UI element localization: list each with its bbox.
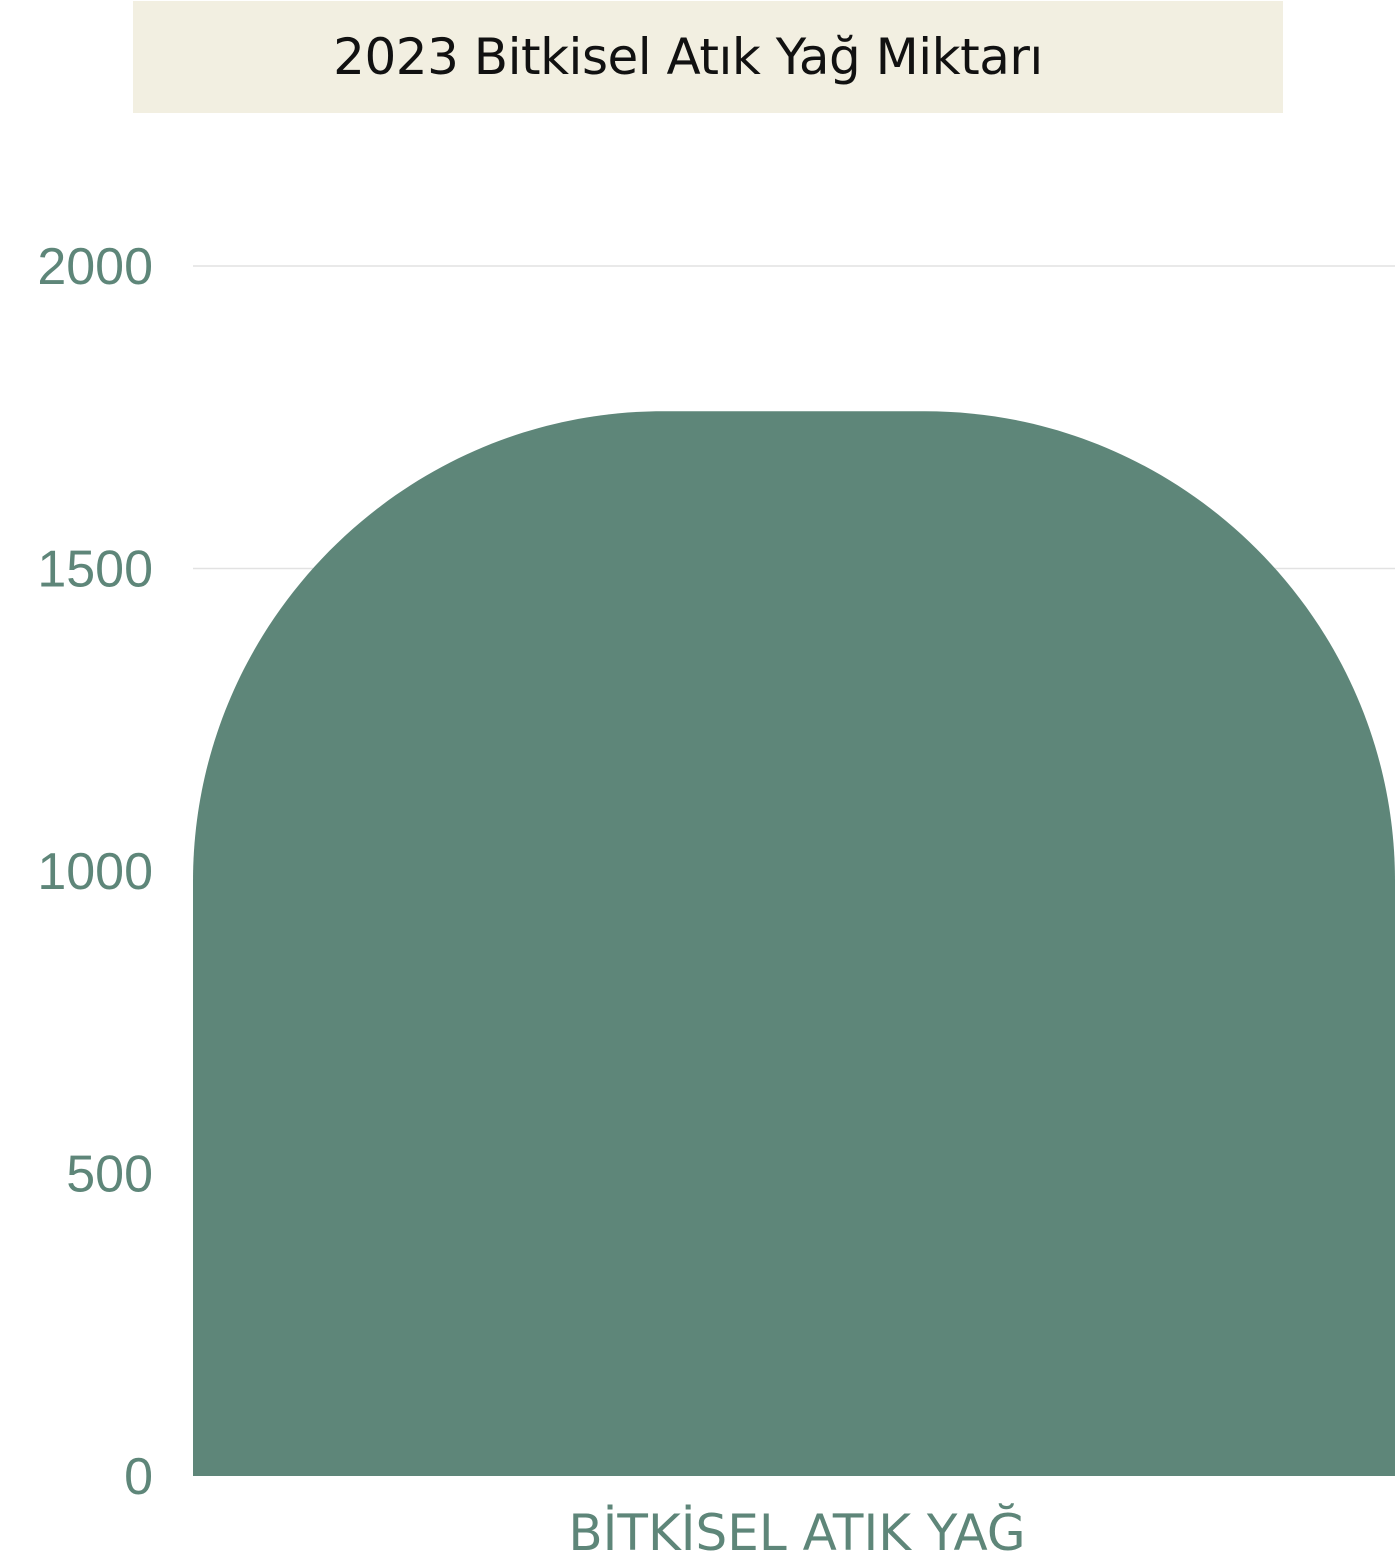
y-tick-label-1000: 1000 xyxy=(37,843,153,901)
y-tick-label-1500: 1500 xyxy=(37,541,153,599)
bar-0 xyxy=(193,411,1395,1477)
x-axis-category-labels: BİTKİSEL ATIK YAĞ xyxy=(568,1503,1025,1562)
x-category-label-0: BİTKİSEL ATIK YAĞ xyxy=(568,1503,1025,1562)
chart-title-box: 2023 Bitkisel Atık Yağ Miktarı xyxy=(133,1,1283,113)
y-tick-label-500: 500 xyxy=(66,1146,153,1204)
y-tick-label-2000: 2000 xyxy=(37,238,153,296)
y-tick-label-0: 0 xyxy=(124,1448,153,1506)
y-axis-tick-labels: 0 500 1000 1500 2000 xyxy=(37,238,153,1506)
bars xyxy=(193,411,1395,1477)
chart-title: 2023 Bitkisel Atık Yağ Miktarı xyxy=(333,28,1043,86)
